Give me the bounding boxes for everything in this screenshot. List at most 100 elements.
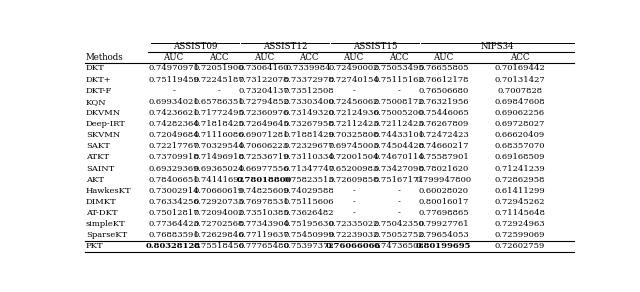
Text: 0.69071281: 0.69071281 (239, 131, 289, 139)
Text: 0.7007828: 0.7007828 (497, 87, 542, 95)
Text: 0.60028020: 0.60028020 (419, 187, 468, 195)
Text: 0.65786351: 0.65786351 (193, 98, 244, 106)
Text: 0.73512508: 0.73512508 (284, 87, 334, 95)
Text: 0.78021620: 0.78021620 (419, 165, 468, 173)
Text: 0.70325808: 0.70325808 (328, 131, 379, 139)
Text: 0.77364423: 0.77364423 (148, 220, 199, 228)
Text: 0.74141692: 0.74141692 (193, 176, 244, 184)
Text: DKVMN: DKVMN (86, 109, 121, 117)
Text: -: - (397, 187, 400, 195)
Text: 0.69728027: 0.69728027 (495, 120, 545, 128)
Text: -: - (397, 209, 400, 217)
Text: -: - (352, 209, 355, 217)
Text: 0.75005200: 0.75005200 (374, 109, 424, 117)
Text: 0.75115162: 0.75115162 (373, 76, 424, 84)
Text: 0.74670114: 0.74670114 (373, 154, 424, 161)
Text: 0.71818425: 0.71818425 (193, 120, 244, 128)
Text: Methods: Methods (86, 53, 124, 62)
Text: DIMKT: DIMKT (86, 198, 116, 206)
Text: 0.75119459: 0.75119459 (148, 76, 199, 84)
Text: -: - (172, 87, 175, 95)
Text: 0.72112423: 0.72112423 (373, 120, 424, 128)
Text: 0.73002914: 0.73002914 (148, 187, 199, 195)
Text: -: - (397, 198, 400, 206)
Text: 0.73427098: 0.73427098 (373, 165, 424, 173)
Text: 0.70169442: 0.70169442 (495, 65, 545, 72)
Text: 0.69847608: 0.69847608 (495, 98, 545, 106)
Text: 0.74970971: 0.74970971 (148, 65, 199, 72)
Text: 0.72945262: 0.72945262 (495, 198, 545, 206)
Text: HawkesKT: HawkesKT (86, 187, 132, 195)
Text: AT-DKT: AT-DKT (86, 209, 118, 217)
Text: 0.75446065: 0.75446065 (418, 109, 469, 117)
Text: ASSIST09: ASSIST09 (173, 42, 217, 51)
Text: 0.72740154: 0.72740154 (328, 76, 379, 84)
Text: simpleKT: simpleKT (86, 220, 125, 228)
Text: AUC: AUC (163, 53, 184, 62)
Text: 0.75587901: 0.75587901 (418, 154, 469, 161)
Text: SAINT: SAINT (86, 165, 114, 173)
Text: 0.69329369: 0.69329369 (148, 165, 199, 173)
Text: 0.72472423: 0.72472423 (418, 131, 469, 139)
Text: 0.74282364: 0.74282364 (148, 120, 199, 128)
Text: 0.80328128: 0.80328128 (146, 242, 201, 251)
Text: ACC: ACC (209, 53, 228, 62)
Text: 0.76655805: 0.76655805 (419, 65, 469, 72)
Text: 0.73510385: 0.73510385 (238, 209, 289, 217)
Text: 0.73372978: 0.73372978 (284, 76, 334, 84)
Text: 0.80199695: 0.80199695 (416, 242, 471, 251)
Text: -: - (218, 87, 220, 95)
Text: 0.71772495: 0.71772495 (193, 109, 244, 117)
Text: 0.74504428: 0.74504428 (373, 142, 424, 150)
Text: AUC: AUC (253, 53, 274, 62)
Text: 0.70329544: 0.70329544 (193, 142, 244, 150)
Text: ASSIST12: ASSIST12 (263, 42, 307, 51)
Text: 0.72329677: 0.72329677 (284, 142, 334, 150)
Text: -: - (352, 87, 355, 95)
Text: 0.76978531: 0.76978531 (238, 198, 289, 206)
Text: 0.76883591: 0.76883591 (148, 231, 199, 239)
Text: DKT+: DKT+ (86, 76, 111, 84)
Text: 0.72599069: 0.72599069 (495, 231, 545, 239)
Text: 0.72094002: 0.72094002 (194, 209, 244, 217)
Text: ACC: ACC (299, 53, 319, 62)
Text: 0.69365024: 0.69365024 (193, 165, 244, 173)
Text: -: - (397, 87, 400, 95)
Text: 0.71116086: 0.71116086 (193, 131, 244, 139)
Text: 0.72360976: 0.72360976 (239, 109, 289, 117)
Text: 0.73110334: 0.73110334 (284, 154, 334, 161)
Text: 0.72920733: 0.72920733 (193, 198, 244, 206)
Text: 0.76321956: 0.76321956 (419, 98, 469, 106)
Text: 0.79654053: 0.79654053 (418, 231, 469, 239)
Text: 0.72629846: 0.72629846 (193, 231, 244, 239)
Text: 0.75012817: 0.75012817 (148, 209, 199, 217)
Text: AUC: AUC (433, 53, 454, 62)
Text: SKVMN: SKVMN (86, 131, 120, 139)
Text: SAKT: SAKT (86, 142, 110, 150)
Text: DKT-F: DKT-F (86, 87, 113, 95)
Text: 0.72335022: 0.72335022 (328, 220, 379, 228)
Text: PKT: PKT (86, 242, 104, 251)
Text: 0.76612178: 0.76612178 (419, 76, 469, 84)
Text: 0.69745003: 0.69745003 (328, 142, 379, 150)
Text: 0.66977556: 0.66977556 (239, 165, 289, 173)
Text: 0.77698865: 0.77698865 (419, 209, 469, 217)
Text: 0.68357070: 0.68357070 (495, 142, 545, 150)
Text: 0.72602759: 0.72602759 (495, 242, 545, 251)
Text: 0.71496918: 0.71496918 (193, 154, 244, 161)
Text: 0.72124936: 0.72124936 (328, 109, 379, 117)
Text: Deep-IRT: Deep-IRT (86, 120, 126, 128)
Text: 0.78018800: 0.78018800 (236, 176, 291, 184)
Text: 0.74660217: 0.74660217 (419, 142, 469, 150)
Text: -: - (352, 187, 355, 195)
Text: 0.72649645: 0.72649645 (238, 120, 289, 128)
Text: 0.75042350: 0.75042350 (373, 220, 424, 228)
Text: 0.72001504: 0.72001504 (328, 154, 379, 161)
Text: 0.71347747: 0.71347747 (283, 165, 334, 173)
Text: ASSIST15: ASSIST15 (353, 42, 397, 51)
Text: 0.75450999: 0.75450999 (284, 231, 334, 239)
Text: 0.73626482: 0.73626482 (284, 209, 334, 217)
Text: 0.70660619: 0.70660619 (194, 187, 244, 195)
Text: 0.72490002: 0.72490002 (328, 65, 379, 72)
Text: 0.71145648: 0.71145648 (494, 209, 545, 217)
